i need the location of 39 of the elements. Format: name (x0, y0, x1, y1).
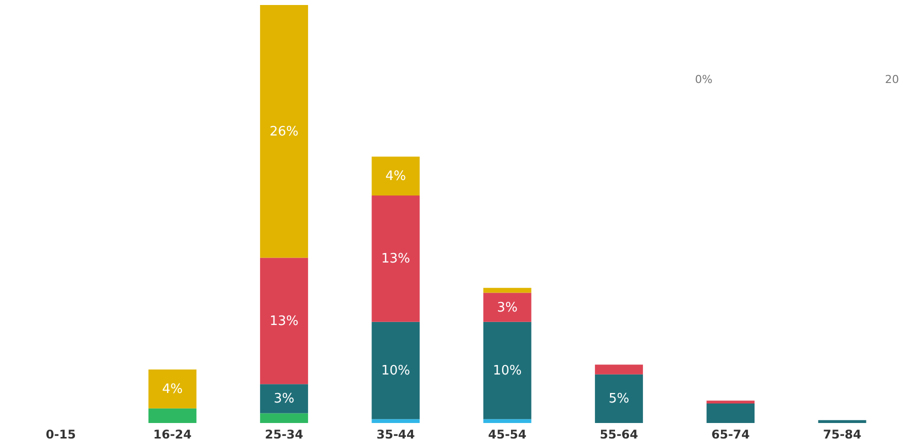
x-tick-label: 16-24 (153, 428, 192, 442)
x-tick-label: 25-34 (264, 428, 304, 442)
bar (594, 364, 643, 374)
bar (372, 156, 420, 196)
data-label: 13% (270, 314, 299, 329)
bar (483, 322, 532, 420)
x-tick-label: 0-15 (46, 428, 76, 442)
bar (818, 420, 866, 423)
bar (483, 292, 532, 322)
bar (148, 408, 196, 423)
data-label: 3% (274, 392, 294, 407)
x-tick-label: 65-74 (711, 428, 750, 442)
annotation: 20 (885, 73, 899, 86)
bar (260, 258, 308, 384)
annotation: 0% (695, 73, 712, 86)
bar (594, 374, 643, 423)
data-label: 4% (385, 169, 406, 184)
bar (706, 404, 755, 423)
x-tick-label: 75-84 (822, 428, 862, 442)
data-label: 10% (492, 364, 522, 379)
data-label: 13% (381, 252, 410, 267)
bar (706, 400, 755, 404)
bar (260, 384, 308, 414)
bar (483, 419, 532, 423)
x-tick-label: 35-44 (376, 428, 415, 442)
bar (148, 370, 196, 408)
data-label: 5% (608, 392, 630, 407)
bar (483, 288, 532, 293)
data-label: 4% (162, 382, 183, 397)
data-label: 10% (381, 364, 410, 379)
data-label: 26% (270, 124, 299, 140)
bar (260, 413, 308, 423)
bar (372, 419, 420, 423)
data-label: 3% (497, 300, 518, 316)
bar (372, 196, 420, 322)
bar (260, 5, 308, 258)
x-tick-label: 55-64 (600, 428, 638, 442)
bar (372, 322, 420, 420)
x-tick-label: 45-54 (488, 428, 527, 442)
